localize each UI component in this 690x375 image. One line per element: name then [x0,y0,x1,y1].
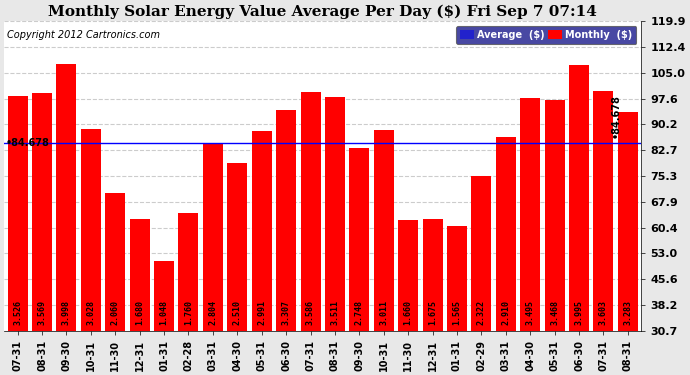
Text: 1.680: 1.680 [135,300,144,326]
Text: 1.565: 1.565 [453,300,462,326]
Text: 3.307: 3.307 [282,300,290,326]
Bar [130,219,150,331]
Bar [422,219,442,331]
Text: 3.603: 3.603 [599,300,608,326]
Text: 1.660: 1.660 [404,300,413,326]
Text: 3.586: 3.586 [306,300,315,326]
Text: 3.468: 3.468 [550,300,559,326]
Text: 3.998: 3.998 [62,300,71,326]
Text: 1.760: 1.760 [184,300,193,326]
Text: 3.526: 3.526 [13,300,22,326]
Text: •84.678: •84.678 [6,138,49,148]
Bar [325,97,345,331]
Bar [520,98,540,331]
Bar [301,92,321,331]
Bar [618,112,638,331]
Text: 2.060: 2.060 [110,300,120,326]
Bar [57,64,77,331]
Bar [349,148,369,331]
Bar [81,129,101,331]
Text: 1.048: 1.048 [159,300,168,326]
Bar [569,64,589,331]
Bar [374,130,394,331]
Title: Monthly Solar Energy Value Average Per Day ($) Fri Sep 7 07:14: Monthly Solar Energy Value Average Per D… [48,4,597,18]
Text: 3.011: 3.011 [380,300,388,326]
Bar [32,93,52,331]
Bar [544,100,564,331]
Bar [227,164,247,331]
Text: 3.569: 3.569 [37,300,46,326]
Bar [252,131,272,331]
Text: 2.748: 2.748 [355,300,364,326]
Text: 3.511: 3.511 [331,300,339,326]
Text: 2.804: 2.804 [208,300,217,326]
Text: 2.910: 2.910 [502,300,511,326]
Text: 2.322: 2.322 [477,300,486,326]
Bar [496,137,516,331]
Legend: Average  ($), Monthly  ($): Average ($), Monthly ($) [456,26,636,44]
Bar [154,261,174,331]
Bar [276,110,296,331]
Bar [106,194,126,331]
Bar [179,213,199,331]
Text: 3.995: 3.995 [575,300,584,326]
Text: •84.678: •84.678 [611,94,621,138]
Bar [593,91,613,331]
Text: 2.991: 2.991 [257,300,266,326]
Text: Copyright 2012 Cartronics.com: Copyright 2012 Cartronics.com [8,30,160,40]
Text: 3.028: 3.028 [86,300,95,326]
Text: 3.495: 3.495 [526,300,535,326]
Bar [447,226,467,331]
Bar [203,144,223,331]
Text: 1.675: 1.675 [428,300,437,326]
Text: 2.510: 2.510 [233,300,241,326]
Bar [8,96,28,331]
Bar [398,220,418,331]
Bar [471,176,491,331]
Text: 3.283: 3.283 [623,300,632,326]
